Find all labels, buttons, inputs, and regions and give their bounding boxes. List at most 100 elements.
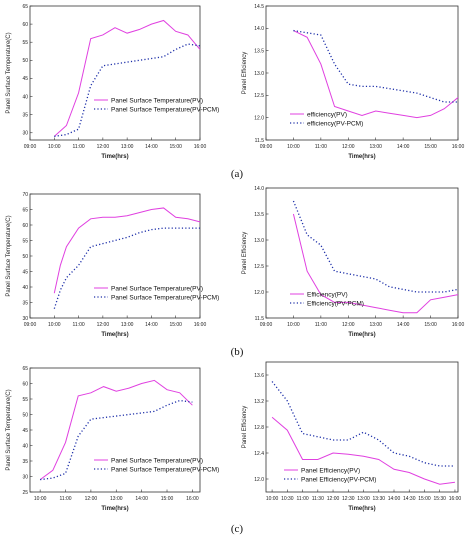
y-tick-label: 11.5 (255, 316, 265, 322)
x-tick-label: 15:30 (433, 496, 446, 502)
y-tick-label: 60 (22, 223, 28, 229)
legend-label: Panel Surface Temperature(PV-PCM) (111, 294, 219, 301)
y-tick-label: 55 (22, 238, 28, 244)
y-tick-label: 30 (22, 316, 28, 322)
x-tick-label: 15:00 (161, 496, 174, 502)
x-tick-label: 16:00 (452, 322, 465, 328)
plot-frame (265, 361, 459, 493)
y-axis-label: Panel Surface Temperature(C) (6, 389, 12, 470)
x-axis-label: Time(hrs) (348, 332, 375, 338)
x-tick-label: 10:00 (34, 496, 47, 502)
series-line-pv-pcm (293, 29, 458, 103)
x-tick-label: 15:00 (424, 144, 437, 150)
x-tick-label: 15:00 (169, 144, 182, 150)
y-tick-label: 14.0 (254, 26, 264, 32)
y-tick-label: 30 (22, 474, 28, 480)
legend-label: Efficiency(PV-PCM) (307, 300, 364, 307)
y-tick-label: 14.5 (254, 4, 264, 10)
x-tick-label: 09:00 (260, 144, 273, 150)
series-line-pv (271, 416, 456, 485)
chart-panels: 30 35 40 45 50 55 60 65 09:00 10:00 11:00 12:00 13:0… (6, 4, 464, 512)
legend-label: Panel Efficiency(PV) (301, 467, 360, 474)
chart-c-right: 12.0 12.4 12.8 13.2 13.6 10:00 10:30 11:00 11:30… (242, 361, 461, 512)
y-tick-label: 13.0 (254, 71, 264, 77)
plot-frame (29, 367, 201, 493)
series-line-pv (293, 30, 459, 119)
x-tick-label: 12:00 (97, 322, 110, 328)
y-tick-label: 50 (22, 412, 28, 418)
x-tick-label: 11:00 (72, 144, 84, 150)
plot-frame (29, 5, 201, 141)
chart-a-right: 11.5 12.0 12.5 13.0 13.5 14.0 14.5 09:00 10:00 11… (242, 4, 464, 160)
x-tick-label: 11:00 (315, 322, 327, 328)
x-tick-label: 12:00 (97, 144, 110, 150)
legend-label: Panel Surface Temperature(PV-PCM) (111, 466, 219, 473)
y-tick-label: 12.8 (254, 425, 264, 431)
y-tick-label: 35 (22, 112, 28, 118)
x-tick-label: 11:00 (296, 496, 308, 502)
y-tick-label: 70 (22, 192, 28, 198)
y-axis-label: Panel Efficiency (242, 406, 248, 449)
x-tick-label: 10:30 (281, 496, 294, 502)
x-tick-label: 12:30 (342, 496, 355, 502)
y-tick-label: 50 (22, 58, 28, 64)
x-tick-label: 12:00 (327, 496, 340, 502)
y-tick-label: 35 (22, 300, 28, 306)
x-axis-label: Time(hrs) (101, 506, 128, 512)
y-tick-label: 45 (22, 428, 28, 434)
x-tick-label: 16:00 (194, 144, 207, 150)
plot-frame (265, 187, 459, 319)
x-tick-label: 11:00 (315, 144, 327, 150)
x-axis-label: Time(hrs) (101, 332, 128, 338)
y-tick-label: 45 (22, 269, 28, 275)
y-axis-label: Panel Efficiency (242, 232, 248, 275)
x-tick-label: 14:00 (397, 322, 410, 328)
chart-a-left: 30 35 40 45 50 55 60 65 09:00 10:00 11:00 12:00 13:0… (6, 4, 219, 160)
y-tick-label: 13.5 (254, 212, 264, 218)
legend-label: Efficiency(PV) (307, 291, 348, 298)
x-tick-label: 13:00 (110, 496, 123, 502)
legend-label: Panel Efficiency(PV-PCM) (301, 476, 376, 483)
series-line-pv (39, 379, 193, 481)
chart-b-right: 11.5 12.0 12.5 13.0 13.5 14.0 09:00 10:00 11:00 1… (242, 186, 464, 338)
y-tick-label: 12.5 (254, 264, 264, 270)
x-tick-label: 10:00 (48, 322, 61, 328)
y-axis-label: Panel Surface Temperature(C) (6, 215, 12, 296)
x-tick-label: 10:00 (266, 496, 279, 502)
x-axis-label: Time(hrs) (348, 506, 375, 512)
x-axis-label: Time(hrs) (348, 154, 375, 160)
series-line-pv (53, 19, 201, 137)
legend-label: Panel Surface Temperature(PV) (111, 285, 203, 292)
x-tick-label: 09:00 (24, 322, 37, 328)
y-axis-label: Panel Surface Temperature(C) (6, 32, 12, 113)
y-tick-label: 12.0 (254, 477, 264, 483)
y-tick-label: 65 (22, 207, 28, 213)
legend-label: Panel Surface Temperature(PV-PCM) (111, 106, 219, 113)
x-tick-label: 14:00 (388, 496, 401, 502)
x-tick-label: 16:00 (194, 322, 207, 328)
y-tick-label: 35 (22, 459, 28, 465)
legend-label: efficiency(PV) (307, 111, 347, 118)
x-tick-label: 14:00 (145, 322, 158, 328)
x-tick-label: 10:00 (287, 144, 300, 150)
x-tick-label: 11:00 (72, 322, 84, 328)
x-tick-label: 16:00 (186, 496, 199, 502)
series-line-pv (53, 207, 201, 294)
caption-a: (a) (231, 168, 244, 180)
y-tick-label: 65 (22, 4, 28, 10)
x-tick-label: 15:00 (418, 496, 431, 502)
y-tick-label: 11.5 (255, 138, 265, 144)
y-tick-label: 13.5 (254, 48, 264, 54)
y-tick-label: 55 (22, 40, 28, 46)
x-tick-label: 10:00 (287, 322, 300, 328)
y-tick-label: 55 (22, 397, 28, 403)
x-tick-label: 13:30 (373, 496, 386, 502)
y-tick-label: 14.0 (254, 186, 264, 192)
chart-c-left: 25 30 35 40 45 50 55 60 65 10:00 11:00 12:00 13:00 14… (6, 366, 219, 512)
x-tick-label: 11:30 (312, 496, 324, 502)
x-tick-label: 16:00 (452, 144, 465, 150)
caption-b: (b) (231, 346, 244, 358)
x-tick-label: 12:00 (342, 322, 355, 328)
x-axis-label: Time(hrs) (101, 154, 128, 160)
x-tick-label: 10:00 (48, 144, 61, 150)
